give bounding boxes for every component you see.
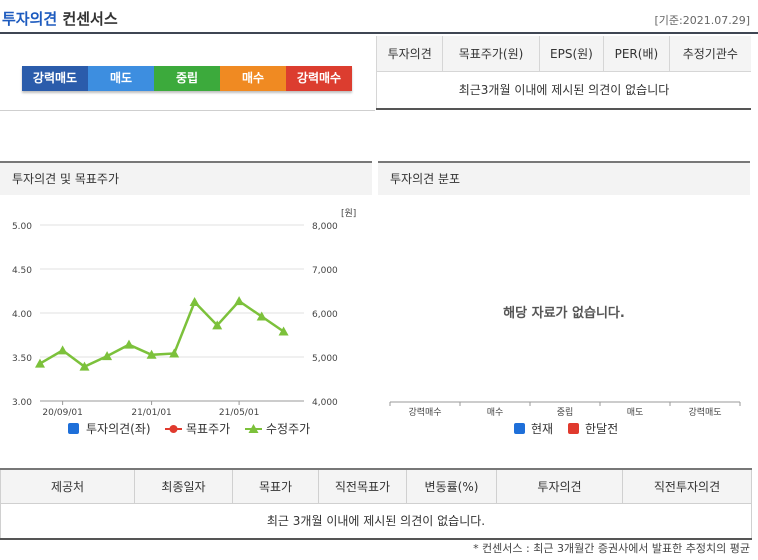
legend-marker-circle xyxy=(169,425,178,433)
y-right-tick: 4,000 xyxy=(312,398,338,408)
empty-message: 최근 3개월 이내에 제시된 의견이 없습니다. xyxy=(0,502,752,540)
y-right-label: [원] xyxy=(341,208,356,219)
category-label: 강력매수 xyxy=(408,406,441,418)
legend-marker-square xyxy=(568,423,579,434)
title-highlight: 투자의견 xyxy=(2,10,58,28)
col-header: 직전투자의견 xyxy=(622,468,752,504)
y-right-tick: 8,000 xyxy=(312,222,338,232)
legend-label: 현재 xyxy=(531,422,553,436)
legend-marker-square xyxy=(514,423,525,434)
category-label: 매수 xyxy=(487,407,504,418)
x-tick-label: 21/01/01 xyxy=(131,408,171,418)
col-header: EPS(원) xyxy=(538,36,604,72)
x-tick-label: 21/05/01 xyxy=(219,408,259,418)
table-row: 최근3개월 이내에 제시된 의견이 없습니다 xyxy=(376,71,751,110)
data-point-marker xyxy=(79,361,90,371)
chart-panel-header: 투자의견 및 목표주가 xyxy=(0,161,372,195)
rating-scale-box: 강력매도 매도 중립 매수 강력매수 xyxy=(0,36,375,111)
col-header: 추정기관수 xyxy=(668,36,751,72)
rating-2: 중립 xyxy=(154,66,220,91)
dist-panel-title: 투자의견 분포 xyxy=(390,172,461,186)
col-header: 제공처 xyxy=(0,468,135,504)
rating-4: 강력매수 xyxy=(286,66,352,91)
section-header: 투자의견 컨센서스 [기준:2021.07.29] xyxy=(0,0,758,34)
rating-0: 강력매도 xyxy=(22,66,88,91)
y-right-tick: 6,000 xyxy=(312,310,338,320)
rating-scale: 강력매도 매도 중립 매수 강력매수 xyxy=(22,66,352,91)
data-point-marker xyxy=(35,358,45,368)
price-chart: 3.00 3.50 4.00 4.50 5.00 4,000 5,000 6,000 7,000… xyxy=(0,196,372,446)
col-header: 직전목표가 xyxy=(318,468,407,504)
category-label: 매도 xyxy=(627,407,644,418)
data-point-marker xyxy=(256,311,267,321)
legend-marker-triangle xyxy=(248,424,259,433)
data-point-marker xyxy=(189,297,200,306)
data-point-marker xyxy=(102,351,113,361)
broker-header-row: 제공처 최종일자 목표가 직전목표가 변동률(%) 투자의견 직전투자의견 xyxy=(0,468,752,504)
data-point-marker xyxy=(146,349,157,359)
rating-1: 매도 xyxy=(88,66,154,91)
data-point-marker xyxy=(123,339,134,349)
y-right-tick: 5,000 xyxy=(312,354,338,364)
y-left-tick: 3.00 xyxy=(12,398,32,408)
y-right-tick: 7,000 xyxy=(312,266,338,276)
col-header: 목표주가(원) xyxy=(442,36,540,72)
y-left-tick: 4.00 xyxy=(12,310,32,320)
broker-table: 제공처 최종일자 목표가 직전목표가 변동률(%) 투자의견 직전투자의견 최근… xyxy=(0,468,752,540)
base-date: [기준:2021.07.29] xyxy=(654,14,750,27)
legend-label: 투자의견(좌) xyxy=(86,422,151,436)
table-row: 최근 3개월 이내에 제시된 의견이 없습니다. xyxy=(0,502,752,540)
data-point-marker xyxy=(57,345,68,355)
section-title: 투자의견 컨센서스 xyxy=(2,8,118,29)
category-label: 강력매도 xyxy=(688,406,721,418)
data-point-marker xyxy=(169,348,180,358)
col-header: 최종일자 xyxy=(134,468,233,504)
chart-panel-title: 투자의견 및 목표주가 xyxy=(12,172,119,186)
data-point-marker xyxy=(212,320,223,330)
legend-label: 목표주가 xyxy=(186,422,230,436)
no-data-message: 해당 자료가 없습니다. xyxy=(503,305,625,321)
rating-3: 매수 xyxy=(220,66,286,91)
x-tick-label: 20/09/01 xyxy=(42,408,82,418)
col-header: 변동률(%) xyxy=(406,468,497,504)
price-chart-svg: 3.00 3.50 4.00 4.50 5.00 4,000 5,000 6,000 7,000… xyxy=(12,208,356,436)
dist-panel-header: 투자의견 분포 xyxy=(378,161,750,195)
consensus-table: 투자의견 목표주가(원) EPS(원) PER(배) 추정기관수 최근3개월 이… xyxy=(375,36,751,110)
category-label: 중립 xyxy=(557,407,574,418)
empty-message: 최근3개월 이내에 제시된 의견이 없습니다 xyxy=(376,71,751,110)
y-left-tick: 4.50 xyxy=(12,266,32,276)
consensus-header-row: 투자의견 목표주가(원) EPS(원) PER(배) 추정기관수 xyxy=(375,36,751,72)
col-header: 투자의견 xyxy=(496,468,623,504)
legend-label: 한달전 xyxy=(585,422,618,436)
data-point-marker xyxy=(234,296,245,306)
col-header: 투자의견 xyxy=(375,36,443,72)
title-rest: 컨센서스 xyxy=(62,10,118,28)
legend-label: 수정주가 xyxy=(266,422,310,436)
y-left-tick: 3.50 xyxy=(12,354,32,364)
col-header: PER(배) xyxy=(603,36,670,72)
legend-marker-square xyxy=(68,423,79,434)
data-point-marker xyxy=(278,326,289,336)
footnote: * 컨센서스 : 최근 3개월간 증권사에서 발표한 추정치의 평균 xyxy=(473,542,750,555)
y-left-tick: 5.00 xyxy=(12,222,32,232)
col-header: 목표가 xyxy=(232,468,319,504)
